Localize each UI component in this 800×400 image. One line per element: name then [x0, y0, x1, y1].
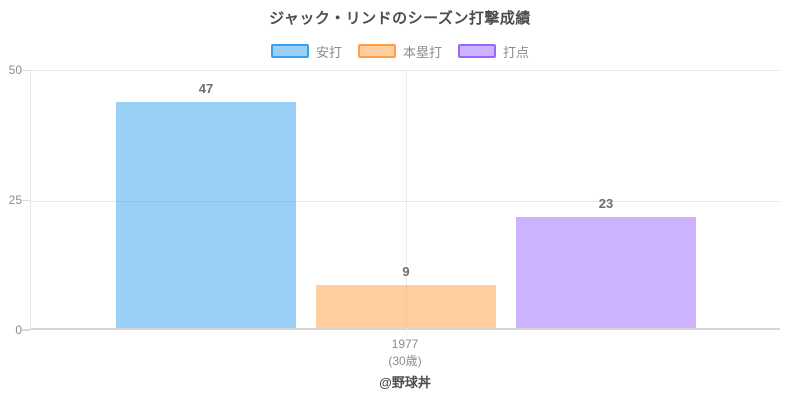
- xaxis-label-group: 1977 (30歳): [30, 337, 780, 369]
- credit-text: @野球丼: [379, 375, 431, 390]
- legend-swatch-icon: [357, 44, 396, 58]
- ytick-label-0: 0: [15, 323, 22, 337]
- bar-value-label-打点: 23: [598, 196, 614, 211]
- legend-item-本塁打[interactable]: 本塁打: [357, 42, 442, 61]
- legend-label: 打点: [503, 44, 530, 60]
- ytick-label-50: 50: [8, 63, 22, 77]
- bar-value-label-本塁打: 9: [402, 264, 410, 279]
- legend-item-安打[interactable]: 安打: [270, 42, 342, 61]
- legend-swatch-icon: [270, 44, 309, 58]
- xtick-label-age: (30歳): [388, 354, 422, 368]
- bar-打点[interactable]: [516, 217, 696, 328]
- ytick-mark-25: [22, 200, 30, 201]
- bar-本塁打[interactable]: [316, 285, 496, 328]
- legend-item-打点[interactable]: 打点: [458, 42, 529, 61]
- ytick-mark-50: [22, 70, 30, 71]
- gridline-x-1977: [406, 71, 407, 337]
- legend-label: 本塁打: [402, 44, 442, 60]
- plot-area: 47 9 23: [30, 70, 780, 337]
- bar-value-label-安打: 47: [198, 81, 214, 96]
- legend-swatch-icon: [458, 44, 496, 58]
- xtick-label-year: 1977: [391, 337, 419, 351]
- bar-安打[interactable]: [116, 102, 296, 328]
- ytick-mark-0: [22, 329, 30, 331]
- gridline-25: [31, 201, 780, 202]
- ytick-label-25: 25: [8, 193, 22, 207]
- chart-title: ジャック・リンドのシーズン打撃成績: [269, 10, 531, 27]
- legend: 安打 本塁打 打点: [0, 42, 800, 60]
- legend-label: 安打: [315, 44, 342, 60]
